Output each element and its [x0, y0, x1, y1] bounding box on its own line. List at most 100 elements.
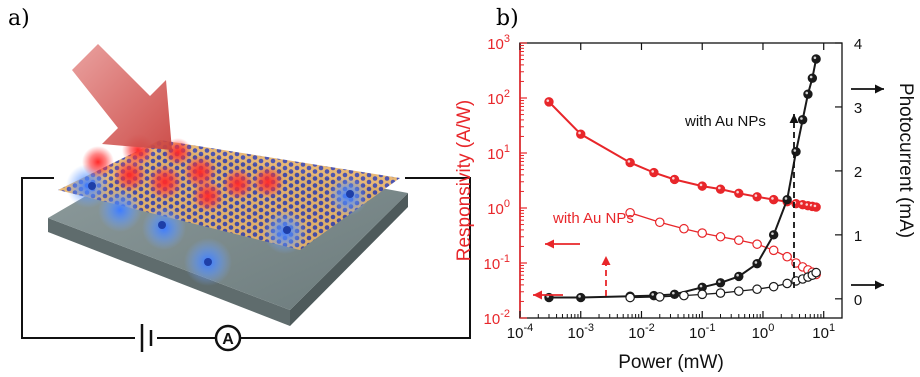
- data-point-highlight: [813, 56, 817, 60]
- enhancement-arrow-photocurrent-head: [789, 114, 799, 123]
- data-point-filled: [576, 292, 586, 303]
- data-point-filled: [669, 289, 680, 300]
- data-point-highlight: [627, 160, 631, 163]
- data-point-filled: [734, 271, 744, 282]
- y-left-tick-label: 101: [487, 143, 510, 163]
- left-axis-arrow-responsivity-head: [545, 239, 554, 249]
- data-point-open: [697, 289, 708, 300]
- annotation-au-nps-responsivity: with Au NPs: [552, 210, 634, 227]
- data-point-highlight: [793, 149, 797, 152]
- data-point-highlight: [805, 203, 809, 206]
- data-point-highlight: [578, 295, 581, 298]
- substrate-front-face: [48, 218, 290, 326]
- y-right-tick-label: 2: [854, 164, 862, 181]
- x-tick-label: 101: [812, 322, 835, 342]
- data-point-highlight: [718, 186, 721, 190]
- data-point-open: [654, 217, 665, 228]
- series-line-0: [548, 101, 817, 209]
- data-point-highlight: [699, 284, 703, 288]
- panel-b-label: b): [496, 6, 519, 31]
- data-point-highlight: [809, 75, 813, 79]
- y-right-tick-label: 0: [854, 292, 862, 309]
- data-point-filled: [811, 54, 821, 64]
- data-point-highlight: [784, 197, 788, 200]
- y-left-tick-label: 103: [487, 33, 510, 53]
- data-point-highlight: [800, 202, 803, 205]
- series-line-2: [548, 58, 818, 299]
- data-point-open: [811, 267, 821, 278]
- data-point-filled: [576, 129, 586, 139]
- data-point-highlight: [651, 170, 654, 173]
- data-point-filled: [544, 97, 554, 107]
- panel-a-label: a): [8, 6, 30, 31]
- data-point-filled: [715, 278, 726, 288]
- data-point-highlight: [805, 91, 809, 95]
- data-point-filled: [768, 230, 779, 240]
- data-point-filled: [752, 258, 762, 269]
- right-axis-arrow-open-head: [875, 280, 884, 290]
- data-point-highlight: [718, 280, 721, 283]
- data-point-open: [625, 292, 635, 303]
- x-tick-label: 10-2: [628, 322, 654, 342]
- y-right-axis-title: Photocurrent (mA): [895, 83, 916, 238]
- data-point-highlight: [651, 293, 654, 296]
- data-point-highlight: [813, 204, 817, 208]
- data-point-open: [782, 251, 792, 262]
- y-left-tick-label: 100: [487, 198, 510, 218]
- data-point-open: [715, 231, 726, 242]
- data-point-open: [733, 286, 744, 296]
- y-right-tick-label: 4: [854, 36, 862, 53]
- y-left-tick-label: 102: [487, 88, 510, 108]
- data-point-open: [715, 288, 726, 298]
- x-tick-label: 10-4: [507, 322, 533, 342]
- data-point-highlight: [672, 291, 675, 295]
- data-point-highlight: [672, 176, 675, 180]
- y-right-tick-label: 3: [854, 100, 862, 117]
- data-point-open: [733, 235, 744, 245]
- data-point-filled: [782, 194, 792, 205]
- data-point-highlight: [771, 197, 774, 200]
- data-point-open: [654, 292, 665, 302]
- data-point-filled: [669, 174, 680, 185]
- data-point-filled: [803, 89, 813, 99]
- substrate-side-face: [290, 193, 408, 326]
- x-tick-label: 10-3: [568, 322, 594, 342]
- data-point-filled: [752, 192, 762, 202]
- data-point-filled: [734, 188, 744, 199]
- data-point-open: [697, 228, 708, 238]
- data-point-filled: [649, 167, 659, 178]
- x-tick-label: 100: [752, 322, 775, 342]
- data-point-highlight: [699, 183, 703, 187]
- data-point-highlight: [754, 261, 758, 264]
- y-left-axis-title: Responsivity (A/W): [454, 100, 475, 262]
- data-point-filled: [797, 115, 808, 125]
- x-tick-label: 10-1: [689, 322, 715, 342]
- y-left-tick-label: 10-2: [484, 308, 510, 328]
- data-point-highlight: [736, 190, 739, 194]
- data-point-open: [752, 239, 762, 249]
- data-point-filled: [625, 157, 635, 168]
- light-arrow-icon: [72, 44, 172, 150]
- data-point-open: [768, 281, 779, 292]
- data-point-filled: [768, 194, 779, 205]
- y-left-tick-label: 10-1: [484, 253, 510, 273]
- data-point-highlight: [578, 131, 581, 135]
- data-point-highlight: [800, 117, 803, 120]
- annotation-au-nps-photocurrent: with Au NPs: [684, 113, 766, 130]
- data-point-filled: [791, 147, 801, 157]
- device-schematic: A: [21, 44, 471, 352]
- data-point-open: [752, 284, 762, 295]
- circuit-wire: [21, 177, 471, 339]
- data-point-filled: [715, 184, 726, 194]
- data-point-highlight: [754, 194, 758, 197]
- ammeter-symbol: A: [222, 331, 234, 348]
- data-point-filled: [811, 202, 821, 212]
- y-right-tick-label: 1: [854, 228, 862, 245]
- ammeter-icon: [214, 324, 242, 352]
- left-axis-arrow-open-head: [533, 290, 542, 300]
- enhancement-arrow-responsivity-head: [601, 256, 611, 265]
- x-axis-title: Power (mW): [618, 352, 724, 373]
- data-point-open: [782, 278, 792, 289]
- data-point-highlight: [771, 232, 774, 235]
